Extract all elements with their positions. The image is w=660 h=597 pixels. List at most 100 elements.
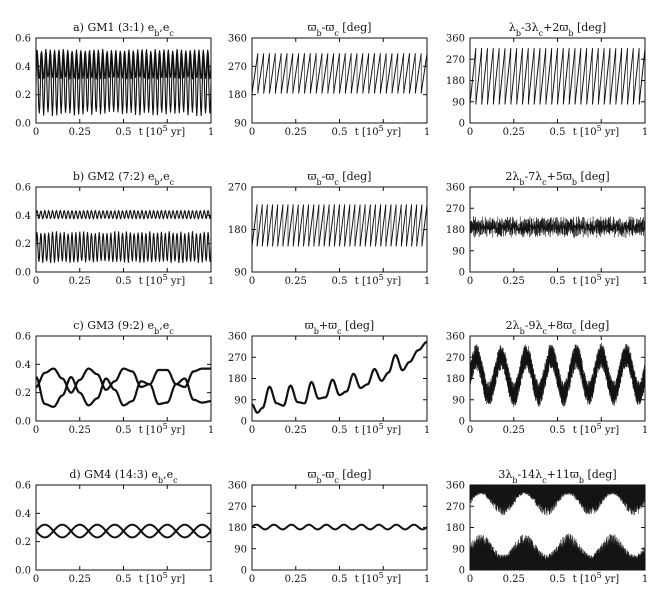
data-line-1 <box>36 376 211 408</box>
panel-title: a) GM1 (3:1) eb,ec <box>73 21 174 38</box>
panel-1-2: ϖb-ϖc [deg] 90 180 270 360 0 0.25 0.5 1 t [105 yr… <box>228 21 430 138</box>
series-group <box>36 48 211 117</box>
data-line-1 <box>470 216 645 239</box>
x-tick-label: 0 <box>249 127 255 138</box>
data-line-segment <box>359 204 366 247</box>
y-tick-label: 0 <box>241 566 247 577</box>
series-group <box>36 523 211 539</box>
y-tick-label: 0.4 <box>15 509 31 520</box>
data-line-1 <box>36 209 211 220</box>
panel-title: λb-3λc+2ϖb [deg] <box>509 21 606 38</box>
data-line-2 <box>36 523 211 539</box>
panel-4-1: d) GM4 (14:3) eb,ec 0.0 0.2 0.4 0.6 0 0.25 0.5 1… <box>15 468 214 585</box>
x-tick-label: 0.5 <box>332 127 348 138</box>
x-tick-label: 1 <box>208 425 214 436</box>
data-line-2 <box>36 51 211 117</box>
y-tick-label: 90 <box>452 395 465 406</box>
y-tick-label: 180 <box>228 90 247 101</box>
y-tick-label: 270 <box>228 353 247 364</box>
y-tick-label: 0 <box>241 417 247 428</box>
x-tick-label: 1 <box>424 574 430 585</box>
x-tick-label: 0.5 <box>550 574 566 585</box>
data-line-segment <box>261 204 268 247</box>
x-tick-label: 0.5 <box>116 574 132 585</box>
panel-1-3: λb-3λc+2ϖb [deg] 0 90 180 270 360 0 0.25 0.5 1 t [… <box>446 21 648 138</box>
y-tick-label: 90 <box>452 544 465 555</box>
y-tick-label: 0.6 <box>15 183 31 194</box>
data-line-segment <box>344 53 352 94</box>
y-tick-label: 0.4 <box>15 211 31 222</box>
panel-title: ϖb-ϖc [deg] <box>308 170 372 187</box>
data-line-segment <box>368 53 375 94</box>
data-line-segment <box>274 53 282 94</box>
x-tick-label: 1 <box>208 574 214 585</box>
x-tick-label: 1 <box>642 127 648 138</box>
x-tick-label: 0.25 <box>503 127 525 138</box>
y-tick-label: 180 <box>446 374 465 385</box>
y-tick-label: 180 <box>446 76 465 87</box>
data-line-segment <box>545 48 553 105</box>
y-tick-label: 0 <box>459 566 465 577</box>
x-tick-label: 0.5 <box>116 127 132 138</box>
x-tick-label: 0.25 <box>503 425 525 436</box>
data-line-segment <box>303 204 310 247</box>
data-line-segment <box>356 53 364 94</box>
x-tick-label: 0.25 <box>285 127 307 138</box>
data-line-segment <box>286 53 294 94</box>
y-tick-label: 360 <box>228 332 247 343</box>
y-tick-label: 0.6 <box>15 481 31 492</box>
x-tick-label: 0.5 <box>332 574 348 585</box>
data-line-segment <box>362 53 370 94</box>
data-line-segment <box>632 48 640 105</box>
data-line-segment <box>308 204 315 247</box>
data-line-segment <box>304 53 311 94</box>
data-line-segment <box>470 48 477 105</box>
data-line-segment <box>269 53 276 94</box>
panel-4-3: 3λb-14λc+11ϖb [deg] 0 90 180 270 360 0 0.25 0.5 1… <box>446 468 648 585</box>
data-line-segment <box>349 204 356 247</box>
y-tick-label: 270 <box>446 55 465 66</box>
y-tick-label: 270 <box>228 183 247 194</box>
x-tick-label: 0 <box>33 276 39 287</box>
panel-2-1: b) GM2 (7:2) eb,ec 0.0 0.2 0.4 0.6 0 0.25 0.5 1 t… <box>15 170 214 287</box>
y-tick-label: 0.2 <box>15 537 31 548</box>
x-axis-label: t [105 yr] <box>355 422 402 437</box>
x-tick-label: 0.5 <box>332 425 348 436</box>
x-tick-label: 0 <box>249 276 255 287</box>
y-tick-label: 0.2 <box>15 388 31 399</box>
y-tick-label: 90 <box>234 544 247 555</box>
series-group <box>252 340 427 414</box>
y-tick-label: 180 <box>446 225 465 236</box>
y-tick-label: 360 <box>228 481 247 492</box>
data-line-segment <box>280 53 288 94</box>
data-line-segment <box>354 204 361 247</box>
data-line-segment <box>504 48 512 105</box>
x-tick-label: 0.5 <box>116 276 132 287</box>
data-line-segment <box>409 53 416 94</box>
data-line-segment <box>395 204 402 247</box>
data-line-1 <box>252 523 427 531</box>
x-tick-label: 1 <box>424 425 430 436</box>
series-group <box>470 48 645 105</box>
data-line-segment <box>292 204 299 247</box>
data-line-segment <box>321 53 329 94</box>
series-group <box>470 485 645 570</box>
data-line-segment <box>498 48 506 105</box>
y-tick-label: 0.2 <box>15 239 31 250</box>
y-tick-label: 360 <box>446 34 465 45</box>
panel-title: 2λb-7λc+5ϖb [deg] <box>505 170 609 187</box>
data-line-segment <box>282 204 289 247</box>
data-line-segment <box>403 53 410 94</box>
series-group <box>252 53 427 94</box>
data-line-segment <box>380 204 387 247</box>
data-line-segment <box>638 48 645 105</box>
data-line-2 <box>36 367 211 394</box>
y-tick-label: 180 <box>228 374 247 385</box>
x-tick-label: 0 <box>249 574 255 585</box>
panel-4-2: ϖb-ϖc [deg] 0 90 180 270 360 0 0.25 0.5 1 t [105 y… <box>228 468 430 585</box>
data-line-segment <box>369 204 376 247</box>
data-line-segment <box>580 48 588 105</box>
x-tick-label: 0.25 <box>503 574 525 585</box>
x-axis-label: t [105 yr] <box>139 273 186 288</box>
